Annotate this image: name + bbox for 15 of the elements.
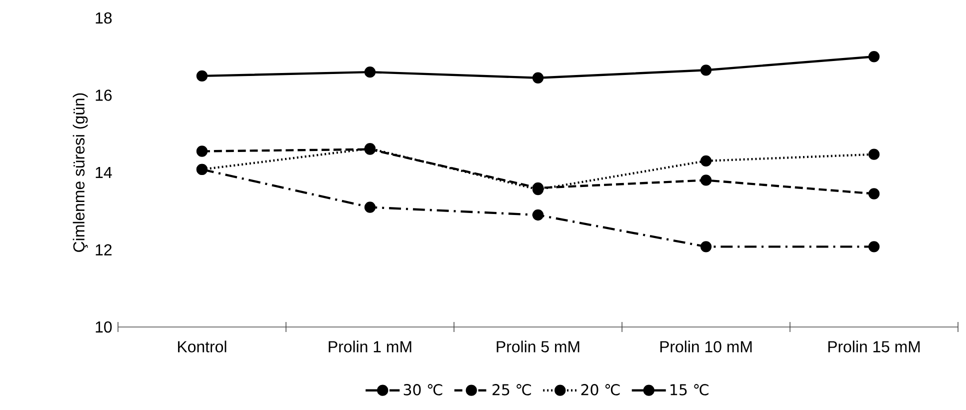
x-tick-label: Prolin 15 mM — [828, 340, 920, 352]
x-tick-label: Kontrol — [178, 340, 226, 352]
y-tick-label: 14 — [96, 167, 112, 178]
y-tick-label: 10 — [96, 321, 112, 333]
y-tick-label: 16 — [96, 90, 112, 101]
x-tick-label: Prolin 1 mM — [328, 340, 412, 352]
legend-label: 25 ℃ — [492, 384, 531, 396]
legend-label: 15 ℃ — [670, 384, 708, 396]
y-axis-title: Çimlenme süresi (gün) — [72, 93, 88, 252]
legend-label: 20 ℃ — [581, 384, 620, 396]
x-tick-label: Prolin 5 mM — [496, 340, 580, 352]
y-tick-label: 12 — [96, 244, 112, 256]
x-tick-label: Prolin 10 mM — [660, 340, 752, 352]
y-tick-label: 18 — [96, 12, 112, 24]
legend-label: 30 ℃ — [404, 384, 442, 396]
